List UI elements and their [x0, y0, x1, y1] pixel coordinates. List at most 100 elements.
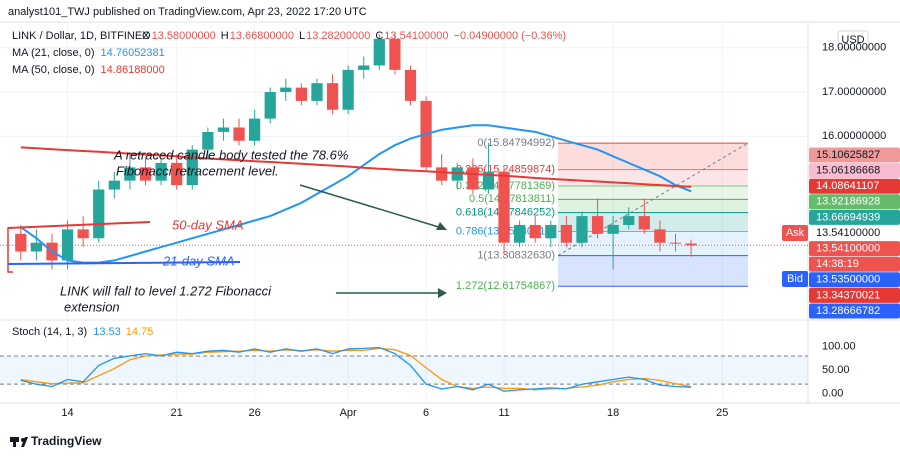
arrow: [299, 184, 443, 229]
fib-band: [558, 199, 748, 213]
price-tag: [809, 209, 900, 225]
price-tag: [809, 147, 900, 163]
annotation: 21-day SMA: [162, 253, 235, 268]
price-tag-label: 15.10625827: [816, 149, 880, 161]
fib-band: [558, 169, 748, 187]
price-tag-label: 13.34370021: [816, 289, 880, 301]
x-tick-label: 18: [607, 407, 619, 419]
price-tag: [809, 287, 900, 303]
arrow-head: [438, 288, 447, 298]
candle-body: [560, 224, 572, 243]
candle-body: [373, 38, 385, 66]
y-tick-label: 18.00000000: [822, 42, 886, 54]
logo: [10, 437, 28, 447]
currency-button[interactable]: [837, 30, 869, 49]
candle-body: [669, 242, 682, 244]
fib-band: [558, 231, 748, 256]
price-tag: [809, 163, 900, 179]
header: analyst101_TWJ published on TradingView.…: [8, 6, 367, 18]
candle-body: [15, 233, 27, 252]
fib-label: 1.272(12.61754867): [456, 280, 555, 292]
annotation: 50-day SMA: [172, 217, 244, 232]
x-tick-label: 25: [716, 407, 728, 419]
annotation: Fibonacci retracement level.: [116, 163, 279, 178]
candle-body: [77, 229, 89, 239]
candle-body: [61, 229, 74, 261]
fib-label: 0(15.84794992): [477, 137, 555, 149]
price-tag-label: 13.92186928: [816, 196, 880, 208]
candle-body: [545, 224, 557, 239]
currency-label[interactable]: USD: [841, 34, 864, 46]
price-tag-label: 13.66694939: [816, 211, 880, 223]
stoch-line: [20, 346, 692, 392]
ask-label: Ask: [786, 227, 805, 239]
ma-line: [20, 124, 692, 264]
price-tag: [809, 225, 900, 241]
fib-label: 0.236(15.24859874): [456, 164, 555, 176]
candle-body: [342, 69, 354, 110]
candle-body: [139, 167, 152, 181]
ohlc-value: 13.58000000: [152, 30, 216, 42]
candle-body: [202, 131, 214, 150]
candle-body: [108, 180, 120, 190]
price-tag: [809, 256, 900, 272]
bid-label: Bid: [787, 273, 803, 285]
candle-body: [623, 216, 635, 225]
price-tag-label: 14.08641107: [816, 180, 879, 192]
x-tick-label: 6: [423, 407, 429, 419]
stoch-tick-label: 100.00: [822, 340, 856, 352]
price-tag: [809, 303, 900, 319]
candle-body: [217, 127, 230, 132]
sma21-marker: [7, 261, 241, 265]
legend-name: MA (21, close, 0): [12, 47, 95, 59]
candle-body: [264, 92, 276, 119]
candle-body: [607, 224, 619, 234]
candle-body: [358, 65, 370, 70]
ohlc-value: 13.28200000: [306, 30, 370, 42]
stoch-tick-label: 50.00: [822, 364, 850, 376]
candle-body: [155, 162, 167, 181]
candle-body: [482, 171, 495, 190]
price-tag: [809, 178, 900, 194]
watermark: TradingView: [31, 434, 102, 448]
price-tag: [809, 241, 900, 257]
sma50-marker: [7, 221, 151, 229]
annotation: extension: [64, 299, 120, 314]
change: −0.04900000 (−0.36%): [454, 30, 567, 42]
price-tag-label: 13.28666782: [816, 305, 880, 317]
candle-body: [186, 149, 198, 186]
candle-body: [93, 189, 105, 239]
price-tag-label: 13.54100000: [816, 227, 880, 239]
stoch-line: [20, 347, 692, 391]
annotation: A retraced candle body tested the 78.6%: [113, 147, 348, 162]
y-tick-label: 17.00000000: [822, 86, 886, 98]
price-tag-label: 15.06186668: [816, 165, 880, 177]
candle-body: [685, 243, 697, 246]
fib-label: 0.5(14.57813811): [469, 193, 555, 205]
stoch-d-value: 14.75: [126, 326, 154, 338]
fib-trend: [557, 142, 749, 257]
y-tick-label: 16.00000000: [822, 130, 886, 142]
fib-band: [558, 186, 748, 200]
ohlc-value: 13.66800000: [230, 30, 294, 42]
candle-body: [404, 69, 417, 101]
candle-body: [498, 171, 510, 243]
ohlc-key: L: [299, 30, 305, 42]
x-tick-label: 11: [498, 407, 509, 419]
candle-body: [171, 162, 183, 186]
candle-body: [654, 229, 666, 243]
legend-value: 14.86188000: [101, 64, 165, 76]
symbol: LINK / Dollar, 1D, BITFINEX: [12, 30, 150, 42]
price-tag-label: 13.54100000: [816, 243, 880, 255]
candle-body: [249, 118, 261, 141]
candle-body: [591, 216, 604, 234]
price-tag-label: 14:38:19: [816, 258, 859, 270]
candle-body: [280, 87, 292, 93]
legend-value: 14.76052381: [101, 47, 165, 59]
x-tick-label: 14: [61, 407, 73, 419]
candle-body: [295, 87, 307, 101]
x-tick-label: 21: [171, 407, 183, 419]
candle-body: [311, 83, 323, 101]
arrow-head: [436, 222, 447, 230]
